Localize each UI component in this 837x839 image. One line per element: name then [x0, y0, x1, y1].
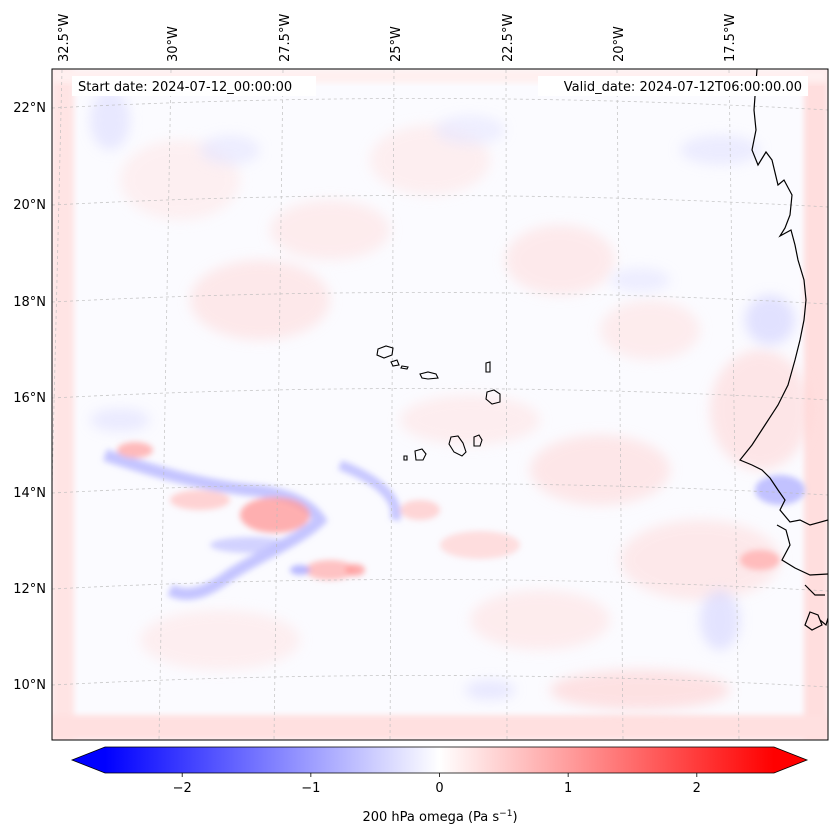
colorbar-ticks: −2 −1 0 1 2 [173, 773, 701, 796]
coastline [739, 69, 828, 631]
colorbar-tick-label: 1 [564, 781, 572, 796]
lat-label: 22°N [13, 101, 46, 116]
colorbar: −2 −1 0 1 2 200 hPa omega (Pa s−1) [70, 746, 809, 825]
colorbar-extend-max [774, 747, 807, 773]
latitude-labels: 22°N 20°N 18°N 16°N 14°N 12°N 10°N [13, 101, 46, 693]
lat-label: 16°N [13, 391, 46, 406]
start-date-box [72, 76, 316, 96]
lat-label: 10°N [13, 678, 46, 693]
lon-label: 20°W [612, 26, 627, 62]
lat-label: 18°N [13, 295, 46, 310]
lat-label: 12°N [13, 582, 46, 597]
start-date-text: Start date: 2024-07-12_00:00:00 [78, 80, 292, 95]
lon-label: 27.5°W [278, 14, 293, 62]
lat-label: 14°N [13, 486, 46, 501]
map-panel: Start date: 2024-07-12_00:00:00 Valid_da… [13, 14, 829, 741]
colorbar-tick-label: −2 [173, 781, 192, 796]
map-frame [51, 68, 829, 741]
longitude-labels: 32.5°W 30°W 27.5°W 25°W 22.5°W 20°W 17.5… [57, 14, 738, 62]
cape-verde-islands [376, 345, 501, 461]
lat-label: 20°N [13, 198, 46, 213]
lon-label: 17.5°W [723, 14, 738, 62]
graticule [52, 69, 828, 740]
lon-label: 22.5°W [501, 14, 516, 62]
lon-label: 25°W [389, 26, 404, 62]
colorbar-outline [70, 746, 809, 774]
lon-label: 30°W [166, 26, 181, 62]
colorbar-tick-label: −1 [301, 781, 320, 796]
omega-field [52, 69, 828, 740]
lon-label: 32.5°W [57, 14, 72, 62]
colorbar-tick-label: 2 [693, 781, 701, 796]
colorbar-extend-min [72, 747, 105, 773]
valid-date-text: Valid_date: 2024-07-12T06:00:00.00 [564, 80, 802, 95]
colorbar-tick-label: 0 [435, 781, 443, 796]
colorbar-label: 200 hPa omega (Pa s−1) [362, 809, 517, 825]
valid-date-box [538, 76, 808, 96]
colorbar-gradient [105, 747, 774, 773]
